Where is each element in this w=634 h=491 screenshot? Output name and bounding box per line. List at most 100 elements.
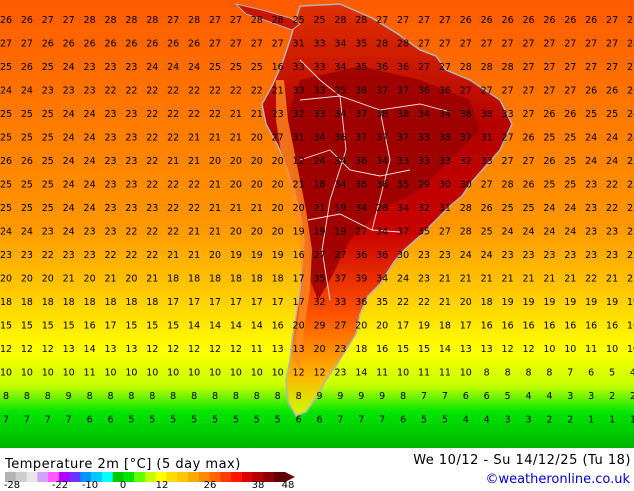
- grid-value: 28: [125, 15, 137, 26]
- grid-value: 18: [125, 297, 137, 308]
- grid-value: 16: [272, 62, 284, 73]
- grid-value: 23: [0, 250, 12, 261]
- grid-value: 10: [251, 368, 263, 379]
- grid-value: 24: [397, 274, 409, 285]
- grid-value: 9: [358, 391, 364, 402]
- grid-value: 19: [585, 297, 597, 308]
- grid-value: 25: [502, 203, 514, 214]
- grid-value: 34: [376, 156, 388, 167]
- grid-value: 24: [543, 203, 555, 214]
- grid-value: 14: [209, 321, 221, 332]
- legend-arrow: [285, 472, 295, 482]
- grid-value: 30: [397, 250, 409, 261]
- grid-value: 33: [313, 109, 325, 120]
- legend-swatch: [80, 472, 92, 482]
- grid-value: 8: [484, 368, 490, 379]
- grid-value: 38: [376, 109, 388, 120]
- grid-value: 26: [564, 15, 576, 26]
- grid-value: 22: [146, 156, 158, 167]
- grid-value: 10: [146, 368, 158, 379]
- grid-value: 21: [230, 109, 242, 120]
- grid-value: 21: [606, 274, 618, 285]
- grid-value: 23: [522, 250, 534, 261]
- grid-value: 26: [564, 109, 576, 120]
- grid-value: 17: [188, 297, 200, 308]
- grid-value: 5: [254, 415, 260, 426]
- grid-value: 14: [439, 344, 451, 355]
- grid-value: 28: [627, 39, 634, 50]
- grid-value: 24: [188, 62, 200, 73]
- grid-value: 28: [188, 15, 200, 26]
- grid-value: 6: [400, 415, 406, 426]
- map-title: Temperature 2m [°C] (5 day max): [5, 457, 241, 472]
- grid-value: 25: [230, 62, 242, 73]
- legend-swatch: [198, 472, 211, 482]
- grid-value: 28: [460, 227, 472, 238]
- grid-value: 27: [502, 39, 514, 50]
- grid-value: 7: [379, 415, 385, 426]
- grid-value: 14: [355, 368, 367, 379]
- grid-value: 27: [313, 250, 325, 261]
- grid-value: 22: [585, 274, 597, 285]
- grid-value: 3: [588, 391, 594, 402]
- grid-value: 22: [627, 274, 634, 285]
- grid-value: 20: [230, 227, 242, 238]
- grid-value: 10: [230, 368, 242, 379]
- grid-value: 21: [230, 203, 242, 214]
- grid-value: 27: [42, 15, 54, 26]
- grid-value: 12: [167, 344, 179, 355]
- legend-swatch: [101, 472, 114, 482]
- grid-value: 20: [230, 156, 242, 167]
- grid-value: 12: [209, 344, 221, 355]
- grid-value: 27: [334, 250, 346, 261]
- grid-value: 25: [21, 133, 33, 144]
- grid-value: 27: [564, 62, 576, 73]
- grid-value: 27: [585, 62, 597, 73]
- legend-swatch: [112, 472, 124, 482]
- credit-link[interactable]: ©weatheronline.co.uk: [485, 472, 630, 487]
- grid-value: 25: [42, 180, 54, 191]
- grid-value: 20: [84, 274, 96, 285]
- hot-interior: [286, 66, 480, 300]
- grid-value: 19: [564, 297, 576, 308]
- grid-value: 23: [104, 203, 116, 214]
- grid-value: 22: [209, 86, 221, 97]
- grid-value: 26: [606, 86, 618, 97]
- grid-value: 27: [502, 133, 514, 144]
- grid-value: 25: [293, 15, 305, 26]
- grid-value: 26: [543, 156, 555, 167]
- grid-value: 22: [42, 250, 54, 261]
- grid-value: 23: [439, 250, 451, 261]
- grid-value: 3: [567, 391, 573, 402]
- grid-value: 5: [233, 415, 239, 426]
- grid-value: 20: [293, 321, 305, 332]
- grid-value: 10: [627, 344, 634, 355]
- grid-value: 24: [585, 156, 597, 167]
- grid-value: 2: [567, 415, 573, 426]
- legend-tick-label: 12: [155, 480, 169, 491]
- grid-value: 24: [606, 133, 618, 144]
- grid-value: 8: [525, 368, 531, 379]
- grid-value: 16: [606, 321, 618, 332]
- grid-value: 21: [522, 274, 534, 285]
- legend-tick-label: 26: [203, 480, 217, 491]
- grid-value: 25: [0, 62, 12, 73]
- grid-value: 19: [293, 227, 305, 238]
- grid-value: 22: [125, 250, 137, 261]
- grid-value: 27: [63, 15, 75, 26]
- grid-value: 12: [21, 344, 33, 355]
- grid-value: 33: [313, 62, 325, 73]
- grid-value: 28: [146, 15, 158, 26]
- grid-value: 22: [627, 227, 634, 238]
- footer: Temperature 2m [°C] (5 day max) We 10/12…: [0, 448, 634, 491]
- grid-value: 23: [63, 86, 75, 97]
- grid-value: 27: [481, 86, 493, 97]
- grid-value: 21: [146, 274, 158, 285]
- grid-value: 6: [296, 415, 302, 426]
- grid-value: 25: [21, 109, 33, 120]
- grid-value: 27: [502, 156, 514, 167]
- grid-value: 26: [522, 180, 534, 191]
- grid-value: 29: [418, 180, 430, 191]
- grid-value: 21: [230, 133, 242, 144]
- grid-value: 15: [418, 344, 430, 355]
